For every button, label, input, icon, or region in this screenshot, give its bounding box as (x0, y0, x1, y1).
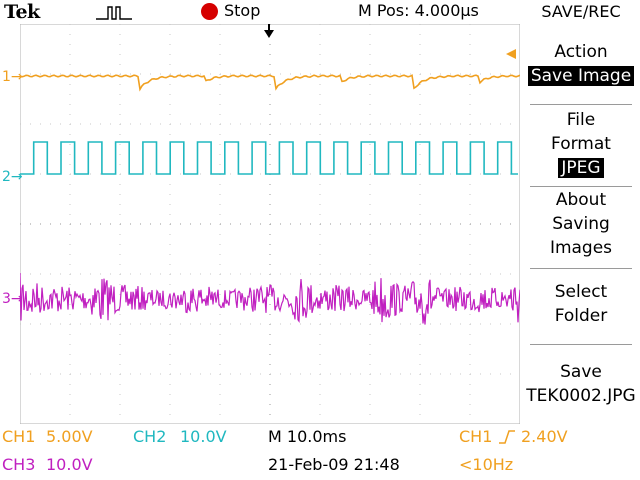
menu-separator (530, 104, 632, 105)
ch3-waveform (20, 272, 520, 325)
menu-save-filename: TEK0002.JPG (526, 386, 636, 406)
menu-separator (530, 186, 632, 187)
timebase-readout: M 10.0ms (268, 427, 347, 446)
ch2-waveform (20, 141, 518, 175)
ch3-label: CH3 (2, 455, 36, 474)
ch3-ground-marker: 3→ (2, 291, 23, 307)
menu-about-label-1: About (555, 190, 607, 210)
menu-about-label-3: Images (549, 238, 613, 258)
menu-save-button[interactable]: Save TEK0002.JPG (522, 360, 640, 408)
ch1-waveform (20, 74, 520, 92)
trigger-level-marker (506, 49, 516, 59)
acquisition-status: Stop (224, 1, 261, 20)
menu-about-saving-button[interactable]: About Saving Images (522, 188, 640, 260)
trigger-status-icon (96, 6, 132, 20)
trigger-source: CH1 (459, 427, 493, 446)
menu-select-folder-button[interactable]: Select Folder (522, 280, 640, 328)
ch1-label: CH1 (2, 427, 36, 446)
ch3-scale: 10.0V (46, 455, 93, 474)
trigger-position-marker (264, 30, 274, 38)
menu-file-format-value: JPEG (558, 158, 604, 178)
menu-select-folder-label-2: Folder (554, 306, 608, 326)
date-time-readout: 21-Feb-09 21:48 (268, 455, 400, 474)
menu-select-folder-label-1: Select (554, 282, 608, 302)
rising-edge-icon (499, 430, 515, 444)
menu-separator (530, 344, 632, 345)
ch2-ground-marker: 2→ (2, 169, 23, 185)
ch2-label: CH2 (133, 427, 167, 446)
menu-file-format-button[interactable]: File Format JPEG (522, 108, 640, 180)
save-rec-menu: SAVE/REC Action Save Image File Format J… (522, 0, 640, 410)
ch1-scale: 5.00V (46, 427, 93, 446)
brand-logo: Tek (4, 1, 40, 23)
horizontal-position-readout: M Pos: 4.000µs (358, 1, 479, 20)
menu-action-button[interactable]: Action Save Image (522, 40, 640, 88)
menu-file-format-label-2: Format (551, 134, 611, 154)
menu-save-label: Save (560, 362, 602, 382)
menu-separator (530, 268, 632, 269)
menu-file-format-label-1: File (566, 110, 596, 130)
ch1-ground-marker: 1→ (2, 69, 23, 85)
ch2-scale: 10.0V (180, 427, 227, 446)
bottom-readout-bar: CH1 5.00V CH2 10.0V M 10.0ms CH1 2.40V C… (0, 424, 640, 480)
trigger-level-readout: 2.40V (521, 427, 568, 446)
trigger-frequency-readout: <10Hz (459, 455, 514, 474)
menu-action-value: Save Image (527, 66, 635, 86)
graticule (20, 24, 520, 424)
menu-title: SAVE/REC (541, 2, 621, 21)
stop-indicator-icon (201, 3, 218, 20)
graticule-grid (20, 24, 520, 424)
waveform-display (20, 24, 520, 424)
menu-about-label-2: Saving (552, 214, 610, 234)
menu-action-label: Action (554, 42, 608, 62)
top-status-bar: Tek Stop M Pos: 4.000µs (0, 0, 522, 24)
